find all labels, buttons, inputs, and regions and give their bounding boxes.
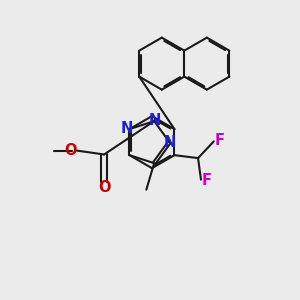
Text: O: O (64, 142, 76, 158)
Text: N: N (121, 121, 133, 136)
Text: N: N (148, 113, 161, 128)
Text: N: N (164, 135, 176, 150)
Text: F: F (201, 173, 212, 188)
Text: F: F (214, 134, 224, 148)
Text: O: O (98, 180, 110, 195)
